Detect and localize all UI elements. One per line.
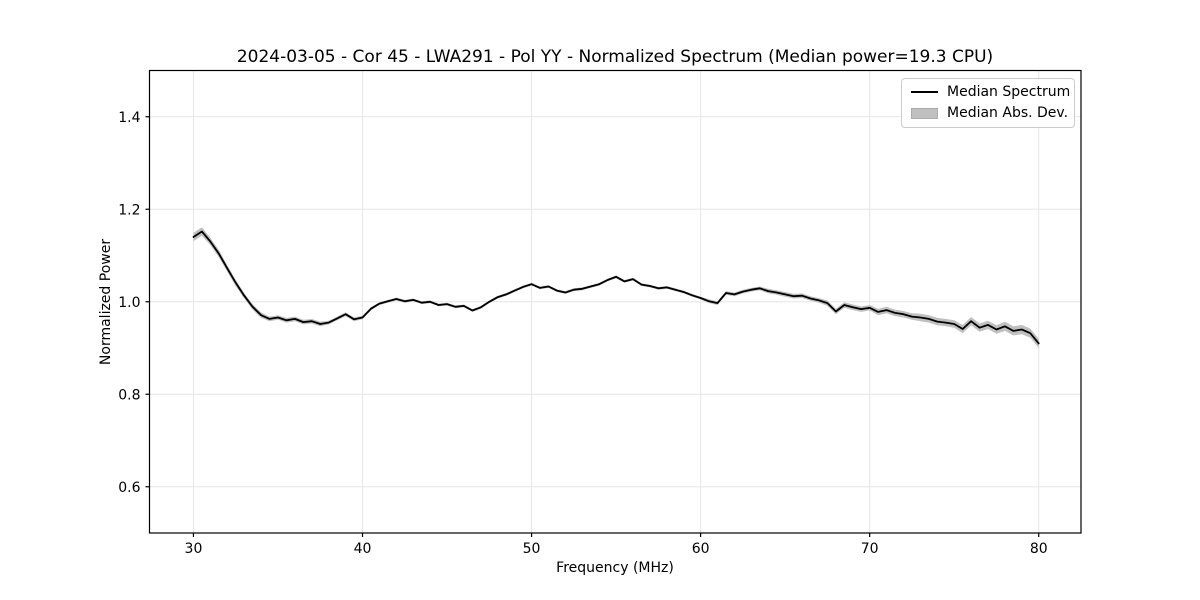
x-tick-label: 40 [354, 541, 372, 557]
y-tick-label: 0.8 [118, 387, 140, 403]
y-axis-label: Normalized Power [98, 238, 114, 366]
y-tick-label: 1.2 [118, 202, 140, 218]
x-axis-label: Frequency (MHz) [556, 560, 674, 576]
legend-item-median-spectrum: Median Spectrum [911, 84, 1070, 100]
y-tick-label: 1.0 [118, 295, 140, 311]
legend: Median Spectrum Median Abs. Dev. [901, 78, 1075, 128]
x-tick-label: 60 [692, 541, 710, 557]
y-tick-label: 0.6 [118, 480, 140, 496]
chart-title: 2024-03-05 - Cor 45 - LWA291 - Pol YY - … [236, 47, 994, 67]
x-tick-label: 30 [185, 541, 203, 557]
x-tick-label: 50 [523, 541, 541, 557]
x-tick-label: 80 [1030, 541, 1048, 557]
median-spectrum-line [192, 230, 1040, 345]
legend-label: Median Spectrum [947, 84, 1071, 100]
legend-item-median-abs-dev: Median Abs. Dev. [911, 105, 1069, 121]
patch-sample-icon [911, 107, 938, 119]
x-tick-label: 70 [861, 541, 879, 557]
mad-band [193, 227, 1039, 348]
line-sample-icon [911, 91, 938, 93]
y-tick-label: 1.4 [118, 110, 140, 126]
legend-label: Median Abs. Dev. [947, 105, 1069, 121]
